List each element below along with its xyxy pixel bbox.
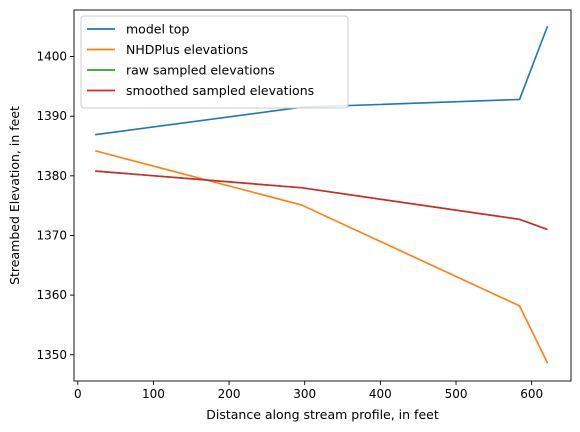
x-tick-label: 100 [142,387,165,401]
x-tick-label: 400 [369,387,392,401]
y-tick-label: 1400 [36,50,67,64]
x-tick-label: 600 [520,387,543,401]
legend-label-0: model top [126,22,189,37]
legend-label-2: raw sampled elevations [126,63,275,78]
x-tick-label: 200 [218,387,241,401]
series-line-0 [95,25,549,136]
y-tick-label: 1390 [36,109,67,123]
x-tick-label: 300 [293,387,316,401]
series-layer [94,25,549,364]
y-tick-label: 1370 [36,228,67,242]
x-tick-label: 0 [74,387,82,401]
y-axis-label: Streambed Elevation, in feet [7,106,22,285]
y-axis-ticks: 1350 1360 1370 1380 1390 1400 [36,50,74,362]
plot-frame [73,9,572,382]
x-axis-label: Distance along stream profile, in feet [206,407,439,422]
y-tick-label: 1360 [36,288,67,302]
series-line-1 [94,149,549,364]
x-tick-label: 500 [445,387,468,401]
legend: model top NHDPlus elevations raw sampled e… [80,15,349,109]
legend-label-3: smoothed sampled elevations [126,83,314,98]
x-axis-ticks: 0 100 200 300 400 500 600 [74,381,543,401]
legend-label-1: NHDPlus elevations [126,42,248,57]
y-tick-label: 1350 [36,348,67,362]
series-line-3 [95,170,548,231]
legend-box [80,15,349,109]
y-tick-label: 1380 [36,169,67,183]
